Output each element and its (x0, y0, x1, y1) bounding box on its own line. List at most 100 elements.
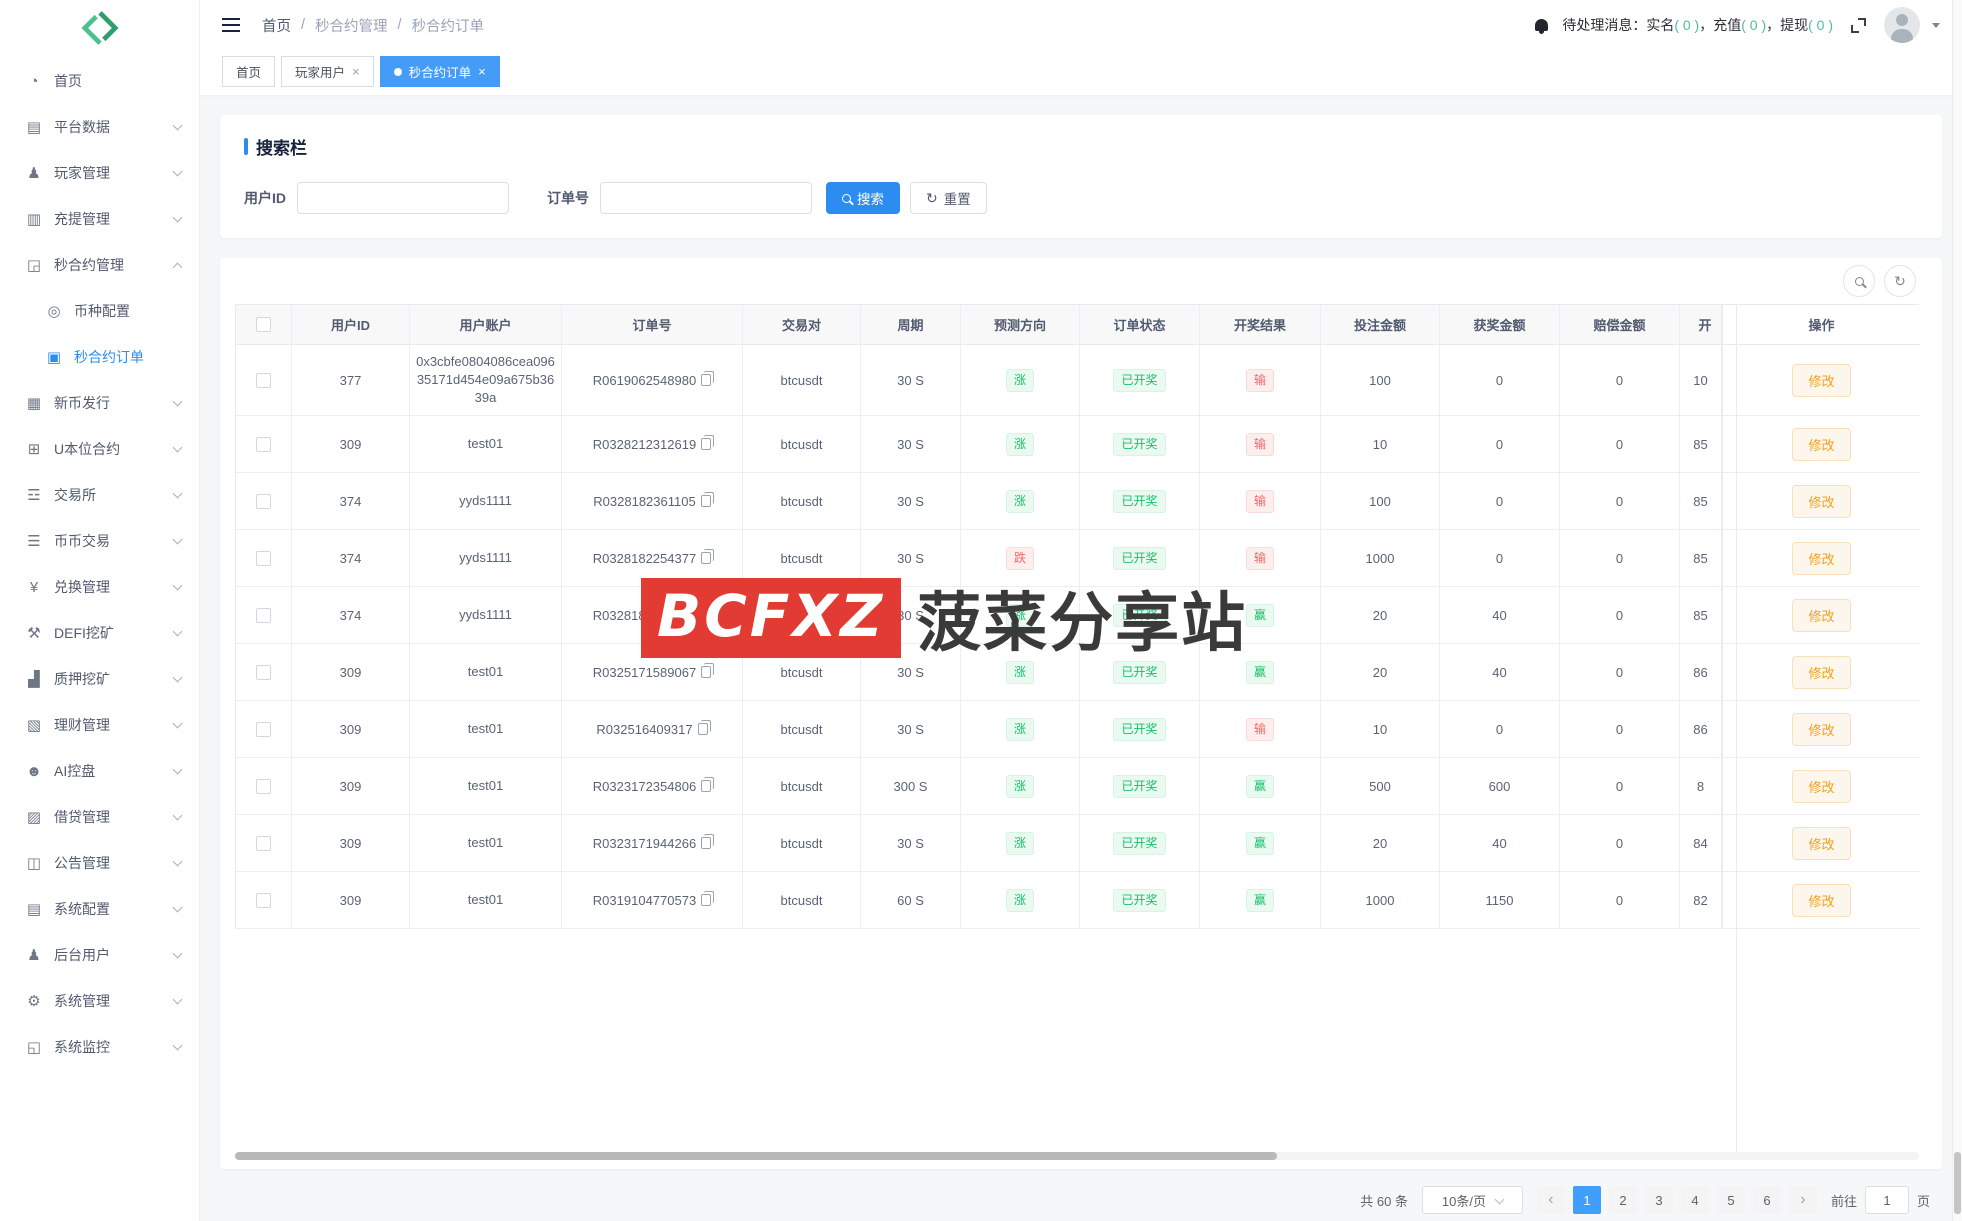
reset-button[interactable]: ↻ 重置 (910, 182, 987, 214)
cell-check (236, 345, 292, 416)
fullscreen-icon[interactable] (1851, 17, 1866, 33)
logo-icon (80, 11, 119, 45)
sidebar-item-admin-users[interactable]: ♟ 后台用户 (0, 932, 199, 978)
vertical-scrollbar[interactable] (1952, 0, 1962, 1221)
sidebar-item-notice-mgmt[interactable]: ◫ 公告管理 (0, 840, 199, 886)
page-button-2[interactable]: 2 (1608, 1186, 1637, 1214)
table-refresh-button[interactable]: ↻ (1884, 265, 1916, 297)
user-id-input[interactable] (297, 182, 509, 214)
table-search-toggle-button[interactable] (1843, 265, 1875, 297)
menu-fold-icon[interactable] (222, 18, 240, 32)
cell-bet: 20 (1321, 815, 1440, 872)
bell-icon[interactable] (1535, 19, 1549, 34)
user-menu-caret-icon[interactable] (1932, 22, 1940, 28)
sidebar-item-u-contract[interactable]: ⊞ U本位合约 (0, 426, 199, 472)
tab-首页[interactable]: 首页 (222, 56, 276, 87)
sidebar-item-second-contract-orders[interactable]: ▣ 秒合约订单 (0, 334, 199, 380)
copy-icon[interactable] (701, 606, 715, 621)
page-button-1[interactable]: 1 (1572, 1186, 1601, 1214)
sidebar-item-loan-mgmt[interactable]: ▨ 借贷管理 (0, 794, 199, 840)
vertical-scrollbar-thumb[interactable] (1954, 1152, 1961, 1214)
copy-icon[interactable] (701, 371, 715, 386)
page-button-5[interactable]: 5 (1716, 1186, 1745, 1214)
copy-icon[interactable] (701, 834, 715, 849)
order-no-text: R0323171944266 (592, 835, 697, 851)
sidebar-item-system-config[interactable]: ▤ 系统配置 (0, 886, 199, 932)
sidebar-item-second-contract[interactable]: ◲ 秒合约管理 (0, 242, 199, 288)
copy-icon[interactable] (701, 549, 715, 564)
copy-icon[interactable] (700, 492, 714, 507)
sidebar-item-swap-mgmt[interactable]: ¥ 兑换管理 (0, 564, 199, 610)
sidebar-item-ai-control[interactable]: ☻ AI控盘 (0, 748, 199, 794)
modify-button[interactable]: 修改 (1792, 655, 1851, 689)
sidebar-item-system-mgmt[interactable]: ⚙ 系统管理 (0, 978, 199, 1024)
modify-button[interactable]: 修改 (1792, 484, 1851, 518)
search-button[interactable]: 搜索 (826, 182, 900, 214)
cell-pair: btcusdt (743, 416, 861, 473)
row-checkbox[interactable] (256, 607, 271, 623)
row-checkbox[interactable] (256, 550, 271, 566)
pending-messages[interactable]: 待处理消息：实名( 0 )，充值( 0 )，提现( 0 ) (1562, 15, 1833, 35)
close-icon[interactable]: × (478, 64, 486, 79)
copy-icon[interactable] (701, 663, 715, 678)
modify-button[interactable]: 修改 (1792, 598, 1851, 632)
modify-button[interactable]: 修改 (1792, 541, 1851, 575)
copy-icon[interactable] (701, 891, 715, 906)
row-checkbox[interactable] (256, 436, 271, 452)
breadcrumb-item[interactable]: 首页 (262, 18, 291, 35)
copy-icon[interactable] (701, 435, 715, 450)
cell-result: 赢 (1200, 644, 1321, 701)
breadcrumb-item[interactable]: 秒合约管理 (315, 18, 388, 35)
cell-text: 309 (339, 892, 362, 908)
row-checkbox[interactable] (256, 664, 271, 680)
table-row: 309 test01 R0323172354806 btcusdt 300 S 涨 已开奖 赢… (236, 758, 1920, 815)
row-checkbox[interactable] (256, 372, 271, 388)
avatar[interactable] (1884, 7, 1920, 43)
modify-button[interactable]: 修改 (1792, 427, 1851, 461)
horizontal-scrollbar[interactable] (235, 1152, 1919, 1160)
row-checkbox[interactable] (256, 493, 271, 509)
sidebar-item-defi-mining[interactable]: ⚒ DEFI挖矿 (0, 610, 199, 656)
sidebar-item-exchange[interactable]: ☲ 交易所 (0, 472, 199, 518)
cell-text: 40 (1492, 835, 1507, 851)
page-button-3[interactable]: 3 (1644, 1186, 1673, 1214)
sidebar-item-stake-mining[interactable]: ▟ 质押挖矿 (0, 656, 199, 702)
copy-icon[interactable] (701, 777, 715, 792)
sidebar-item-wealth-mgmt[interactable]: ▧ 理财管理 (0, 702, 199, 748)
cell-period: 30 S (861, 416, 961, 473)
app-logo[interactable] (0, 0, 199, 56)
cell-period: 30 S (861, 815, 961, 872)
row-checkbox[interactable] (256, 778, 271, 794)
select-all-checkbox[interactable] (256, 317, 271, 332)
sidebar-item-coin-config[interactable]: ◎ 币种配置 (0, 288, 199, 334)
copy-icon[interactable] (697, 720, 711, 735)
row-checkbox[interactable] (256, 721, 271, 737)
cell-period: 300 S (861, 758, 961, 815)
sidebar-item-player-mgmt[interactable]: ♟ 玩家管理 (0, 150, 199, 196)
tab-玩家用户[interactable]: 玩家用户 × (281, 56, 374, 87)
modify-button[interactable]: 修改 (1792, 712, 1851, 746)
modify-button[interactable]: 修改 (1792, 826, 1851, 860)
goto-page-input[interactable] (1864, 1186, 1909, 1214)
tab-秒合约订单[interactable]: 秒合约订单 × (379, 56, 500, 87)
page-size-select[interactable]: 10条/页 (1421, 1186, 1523, 1214)
cell-text: 0 (1615, 436, 1624, 452)
modify-button[interactable]: 修改 (1792, 363, 1851, 397)
prev-page-button[interactable]: ‹ (1536, 1186, 1565, 1214)
row-checkbox[interactable] (256, 892, 271, 908)
page-button-4[interactable]: 4 (1680, 1186, 1709, 1214)
sidebar-item-platform-data[interactable]: ▤ 平台数据 (0, 104, 199, 150)
horizontal-scrollbar-thumb[interactable] (235, 1152, 1277, 1160)
sidebar-item-system-monitor[interactable]: ◱ 系统监控 (0, 1024, 199, 1070)
sidebar-item-deposit-withdraw[interactable]: ▥ 充提管理 (0, 196, 199, 242)
sidebar-item-coin-trade[interactable]: ☰ 币币交易 (0, 518, 199, 564)
row-checkbox[interactable] (256, 835, 271, 851)
close-icon[interactable]: × (352, 64, 360, 79)
sidebar-item-home[interactable]: ◔ 首页 (0, 58, 199, 104)
next-page-button[interactable]: › (1788, 1186, 1817, 1214)
sidebar-item-new-coin[interactable]: ▦ 新币发行 (0, 380, 199, 426)
modify-button[interactable]: 修改 (1792, 769, 1851, 803)
order-no-input[interactable] (600, 182, 812, 214)
page-button-6[interactable]: 6 (1752, 1186, 1781, 1214)
modify-button[interactable]: 修改 (1792, 883, 1851, 917)
